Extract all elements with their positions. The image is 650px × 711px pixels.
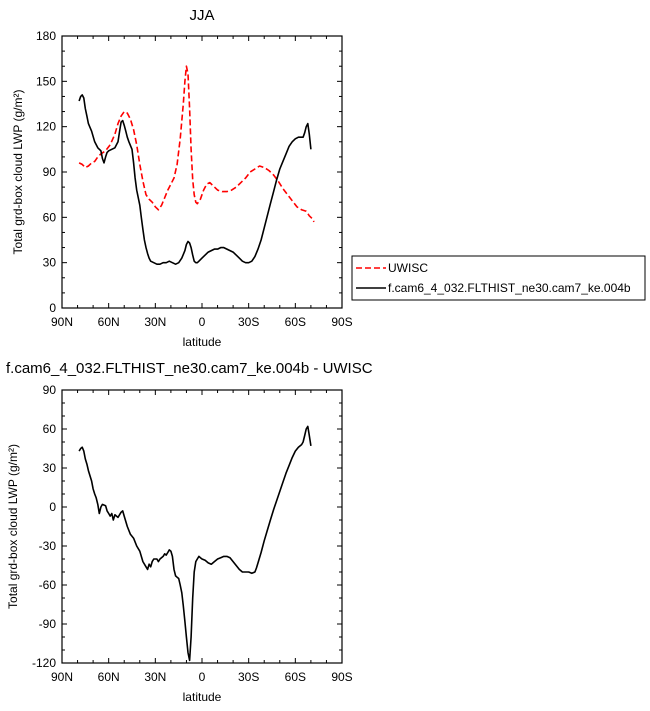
y-axis-label: Total grd-box cloud LWP (g/m²) [11, 90, 25, 255]
chart-title: f.cam6_4_032.FLTHIST_ne30.cam7_ke.004b -… [6, 360, 373, 377]
y-tick-label: 150 [36, 74, 56, 88]
x-axis-label: latitude [183, 690, 222, 704]
y-tick-label: 180 [36, 29, 56, 43]
legend: UWISC f.cam6_4_032.FLTHIST_ne30.cam7_ke.0… [351, 255, 646, 301]
series-line-difference [78, 425, 312, 662]
x-tick-label: 30S [238, 670, 259, 684]
y-tick-label: 60 [43, 210, 57, 224]
x-axis-label: latitude [183, 335, 222, 349]
y-tick-label: 0 [49, 301, 56, 315]
x-tick-label: 90S [331, 315, 352, 329]
y-tick-label: -30 [39, 539, 57, 553]
chart-panel-1: JJA 90N 60N 30N 0 30S 60S 90S 0 30 60 90 120 150 180 la… [36, 7, 353, 349]
x-tick-label: 90S [331, 670, 352, 684]
y-tick-label: 120 [36, 120, 56, 134]
plot-frame [61, 389, 343, 664]
y-axis-label: Total grd-box cloud LWP (g/m²) [6, 444, 20, 609]
x-tick-label: 0 [199, 315, 206, 329]
x-tick-label: 90N [51, 670, 73, 684]
y-tick-label: 30 [43, 461, 57, 475]
series-line-uwisc [78, 65, 315, 223]
y-tick-label: 90 [43, 165, 57, 179]
x-tick-label: 60N [98, 315, 120, 329]
x-tick-label: 60S [285, 670, 306, 684]
chart-panel-2: f.cam6_4_032.FLTHIST_ne30.cam7_ke.004b -… [6, 360, 373, 704]
legend-box [351, 255, 646, 301]
x-tick-label: 60N [98, 670, 120, 684]
x-tick-label: 30N [144, 315, 166, 329]
chart-title: JJA [189, 7, 214, 24]
x-tick-label: 0 [199, 670, 206, 684]
y-tick-label: 90 [43, 383, 57, 397]
y-tick-label: -120 [32, 656, 56, 670]
legend-label-model: f.cam6_4_032.FLTHIST_ne30.cam7_ke.004b [388, 281, 631, 295]
y-tick-label: 30 [43, 256, 57, 270]
y-tick-label: 60 [43, 422, 57, 436]
legend-label-uwisc: UWISC [388, 261, 428, 275]
y-tick-label: -90 [39, 617, 57, 631]
x-tick-label: 90N [51, 315, 73, 329]
x-tick-label: 60S [285, 315, 306, 329]
x-tick-label: 30N [144, 670, 166, 684]
plot-frame [61, 35, 343, 309]
y-tick-label: -60 [39, 578, 57, 592]
y-tick-label: 0 [49, 500, 56, 514]
x-tick-label: 30S [238, 315, 259, 329]
series-line-f-cam6-4-032-flthist-ne30-cam7-ke-004b [78, 94, 312, 265]
